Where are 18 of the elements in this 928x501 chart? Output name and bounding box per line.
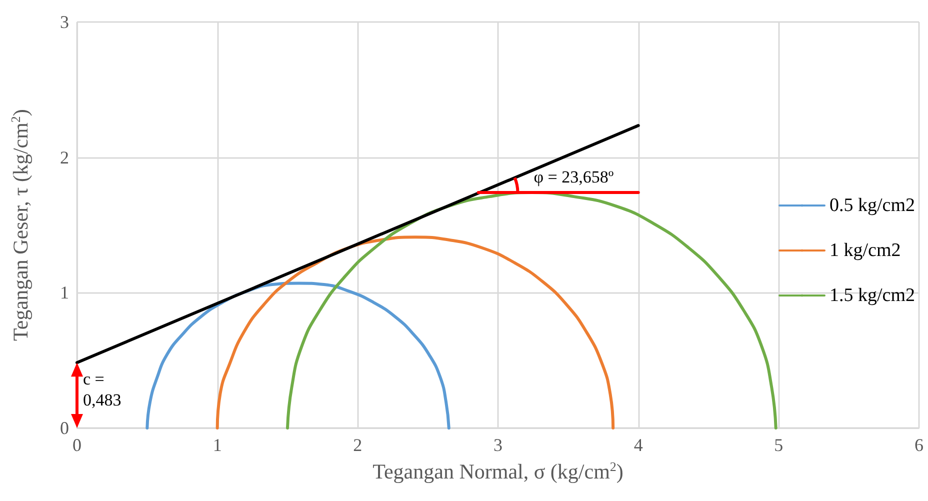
annotation: c = 0,483 [83, 370, 122, 410]
y-tick-label: 2 [60, 147, 69, 168]
y-tick-label: 0 [60, 418, 69, 438]
x-tick-label: 1 [212, 435, 222, 455]
annotation: φ = 23,658º [534, 168, 614, 187]
x-tick-label: 6 [914, 435, 924, 455]
y-axis-title: Tegangan Geser, τ (kg/cm2) [8, 109, 32, 341]
line-series [216, 236, 615, 430]
x-tick-label: 0 [72, 435, 82, 455]
legend-label: 1.5 kg/cm2 [830, 285, 916, 306]
x-tick-label: 4 [634, 435, 643, 455]
y-tick-label: 1 [60, 282, 69, 303]
y-tick-label: 3 [60, 12, 69, 32]
x-tick-label: 2 [353, 435, 362, 455]
legend-label: 0.5 kg/cm2 [830, 195, 916, 216]
legend-label: 1 kg/cm2 [830, 240, 901, 261]
x-tick-label: 3 [494, 435, 502, 455]
x-tick-label: 5 [774, 435, 784, 455]
